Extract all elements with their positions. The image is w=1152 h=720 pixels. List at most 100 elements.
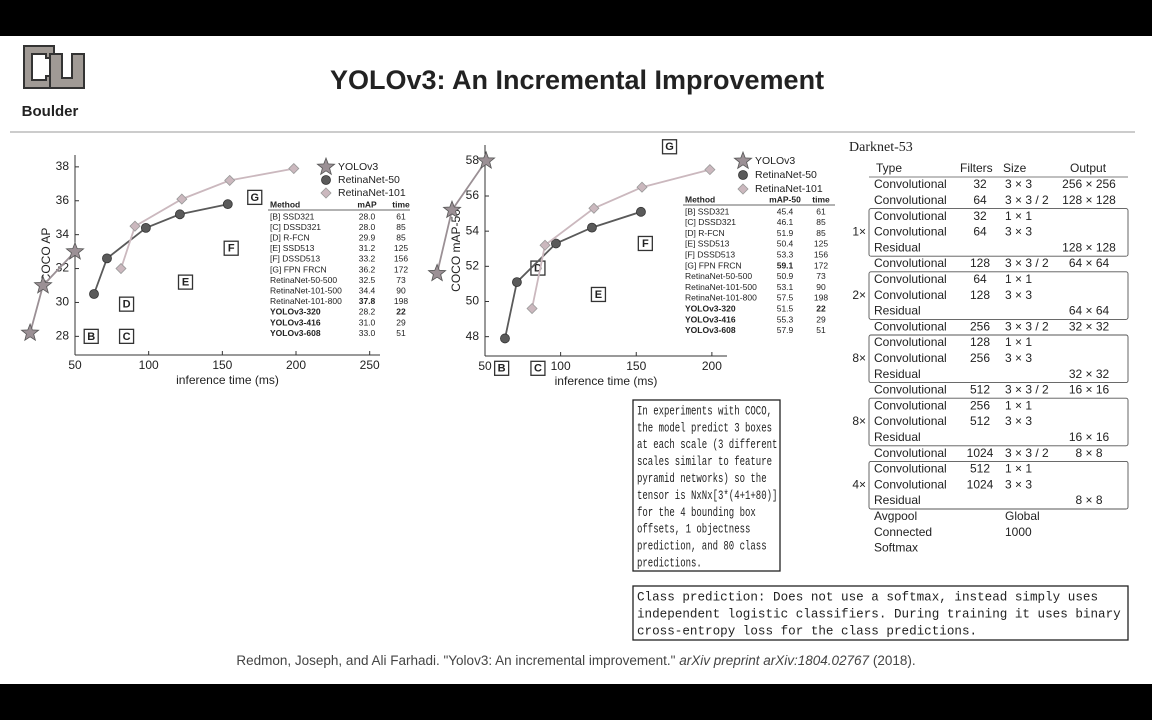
x-tick-label: 50 — [68, 358, 82, 372]
darknet-cell: Softmax — [874, 541, 918, 555]
table-cell: 50.9 — [777, 271, 794, 281]
darknet-cell: Convolutional — [874, 209, 947, 223]
darknet-cell: 3 × 3 — [1005, 225, 1032, 239]
table-cell: 29 — [396, 317, 406, 327]
darknet-cell: 1000 — [1005, 525, 1032, 539]
method-point-label: D — [123, 299, 131, 311]
table-header: time — [812, 194, 830, 204]
darknet-cell: 1 × 1 — [1005, 209, 1032, 223]
darknet-cell: 1 × 1 — [1005, 462, 1032, 476]
table-cell: YOLOv3-320 — [685, 303, 736, 313]
method-point-label: E — [182, 277, 189, 289]
darknet-cell: 256 — [970, 351, 990, 365]
table-cell: RetinaNet-101-500 — [270, 285, 342, 295]
method-point-label: D — [534, 262, 542, 274]
table-cell: [E] SSD513 — [270, 243, 315, 253]
note-line: cross-entropy loss for the class predict… — [637, 624, 977, 638]
table-header: Method — [270, 199, 300, 209]
darknet-cell: Residual — [874, 493, 921, 507]
x-axis-label: inference time (ms) — [555, 374, 658, 388]
x-tick-label: 200 — [286, 358, 306, 372]
y-tick-label: 58 — [466, 153, 480, 167]
method-point-label: F — [228, 243, 235, 255]
legend-marker — [733, 150, 753, 170]
residual-block — [868, 271, 1129, 320]
darknet-cell: Residual — [874, 430, 921, 444]
table-cell: 51 — [816, 325, 826, 335]
table-cell: [G] FPN FRCN — [685, 260, 742, 270]
darknet-cell: 512 — [970, 414, 990, 428]
note-line: Class prediction: Does not use a softmax… — [637, 590, 1098, 604]
legend-label: YOLOv3 — [755, 155, 795, 167]
diamond-marker — [526, 302, 538, 315]
table-header: mAP — [357, 199, 377, 209]
table-cell: [G] FPN FRCN — [270, 264, 327, 274]
star-marker — [442, 199, 462, 219]
legend-marker — [316, 156, 336, 176]
diamond-marker — [224, 174, 236, 186]
method-point — [223, 240, 239, 256]
darknet-cell: 1024 — [967, 477, 994, 491]
table-cell: YOLOv3-608 — [685, 325, 736, 335]
table-cell: [F] DSSD513 — [685, 249, 735, 259]
darknet-cell: Residual — [874, 367, 921, 381]
method-point-label: C — [123, 331, 131, 343]
repeat-count: 2× — [852, 288, 866, 302]
table-cell: 156 — [394, 254, 408, 264]
legend-label: RetinaNet-50 — [338, 174, 400, 186]
darknet-cell: 64 — [973, 193, 987, 207]
y-tick-label: 54 — [466, 223, 480, 237]
darknet-cell: 128 × 128 — [1062, 193, 1116, 207]
slide-title: YOLOv3: An Incremental Improvement — [330, 65, 824, 95]
darknet-cell: 3 × 3 / 2 — [1005, 446, 1049, 460]
darknet-cell: 3 × 3 / 2 — [1005, 319, 1049, 333]
citation-part: Redmon, Joseph, and Ali Farhadi. "Yolov3… — [236, 653, 679, 668]
diamond-marker — [704, 164, 716, 176]
darknet-header: Filters — [960, 161, 993, 175]
y-axis-label: COCO AP — [39, 228, 53, 283]
darknet-cell: Convolutional — [874, 193, 947, 207]
table-cell: 198 — [814, 293, 828, 303]
x-tick-label: 100 — [139, 358, 159, 372]
table-cell: RetinaNet-50-500 — [270, 275, 337, 285]
darknet-cell: 32 — [973, 209, 987, 223]
table-cell: 55.3 — [777, 314, 794, 324]
darknet-cell: Connected — [874, 525, 932, 539]
star-marker — [427, 263, 447, 282]
legend-label: RetinaNet-101 — [338, 187, 406, 199]
method-point-label: B — [87, 331, 95, 343]
darknet-cell: 512 — [970, 383, 990, 397]
y-axis-label: COCO mAP-50 — [449, 209, 463, 292]
table-cell: YOLOv3-320 — [270, 307, 321, 317]
note-line: offsets, 1 objectness — [637, 522, 750, 537]
method-point-label: B — [498, 363, 506, 375]
darknet-cell: Convolutional — [874, 462, 947, 476]
darknet-cell: Convolutional — [874, 383, 947, 397]
darknet-cell: 3 × 3 — [1005, 351, 1032, 365]
darknet-cell: Convolutional — [874, 398, 947, 412]
darknet-cell: Convolutional — [874, 414, 947, 428]
darknet-cell: Convolutional — [874, 319, 947, 333]
table-cell: 36.2 — [359, 264, 376, 274]
table-cell: 28.2 — [359, 307, 376, 317]
x-tick-label: 150 — [212, 358, 232, 372]
table-header: Method — [685, 194, 715, 204]
method-point — [118, 328, 135, 345]
table-cell: 156 — [814, 249, 828, 259]
darknet-cell: 128 × 128 — [1062, 240, 1116, 254]
diamond-marker — [588, 202, 600, 214]
note-line: In experiments with COCO, — [637, 403, 772, 418]
table-cell: 85 — [816, 217, 826, 227]
table-cell: 73 — [816, 271, 826, 281]
table-cell: 37.8 — [359, 296, 376, 306]
method-point-label: F — [642, 238, 649, 250]
table-cell: 59.1 — [777, 260, 794, 270]
darknet-cell: 256 — [970, 319, 990, 333]
y-tick-label: 52 — [466, 258, 480, 272]
method-point — [118, 296, 135, 312]
darknet-cell: 64 — [973, 225, 987, 239]
y-tick-label: 50 — [466, 294, 480, 308]
darknet-cell: 32 — [973, 177, 987, 191]
logo — [23, 45, 85, 89]
note-line: scales similar to feature — [637, 454, 772, 469]
